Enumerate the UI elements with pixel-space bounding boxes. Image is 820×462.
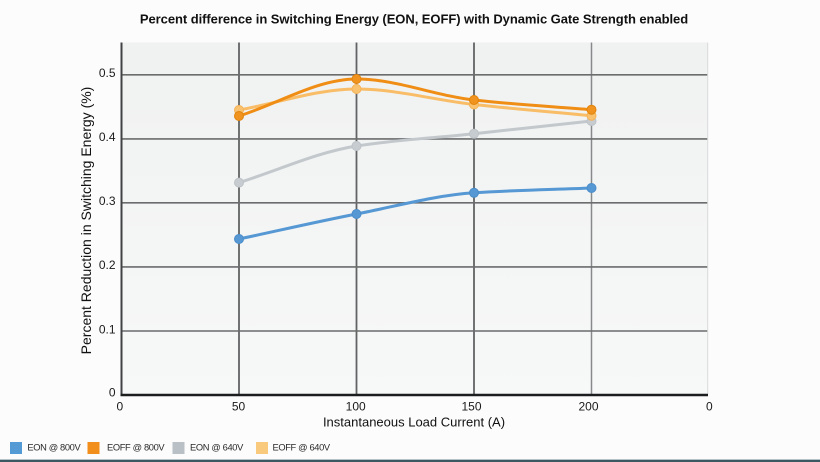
svg-text:0.1: 0.1 [99,322,116,336]
svg-text:150: 150 [461,400,481,414]
svg-text:100: 100 [346,400,366,414]
svg-text:200: 200 [578,400,598,414]
svg-text:Percent difference in Switchin: Percent difference in Switching Energy (… [140,12,688,27]
svg-text:0.3: 0.3 [99,194,116,208]
svg-text:0: 0 [109,386,116,400]
svg-text:EOFF @ 640V: EOFF @ 640V [273,443,331,453]
svg-text:50: 50 [232,400,246,414]
svg-text:Instantaneous Load Current (A): Instantaneous Load Current (A) [323,414,505,429]
svg-text:0: 0 [706,400,713,414]
svg-text:0.4: 0.4 [99,130,116,144]
svg-text:EOFF @ 800V: EOFF @ 800V [107,443,165,453]
svg-text:EON @ 800V: EON @ 800V [27,443,81,453]
svg-text:0.2: 0.2 [99,258,116,272]
svg-text:0: 0 [116,400,123,414]
svg-text:EON @ 640V: EON @ 640V [190,443,244,453]
svg-text:Percent Reduction in Switching: Percent Reduction in Switching Energy (%… [78,87,94,355]
svg-text:0.5: 0.5 [99,66,116,80]
